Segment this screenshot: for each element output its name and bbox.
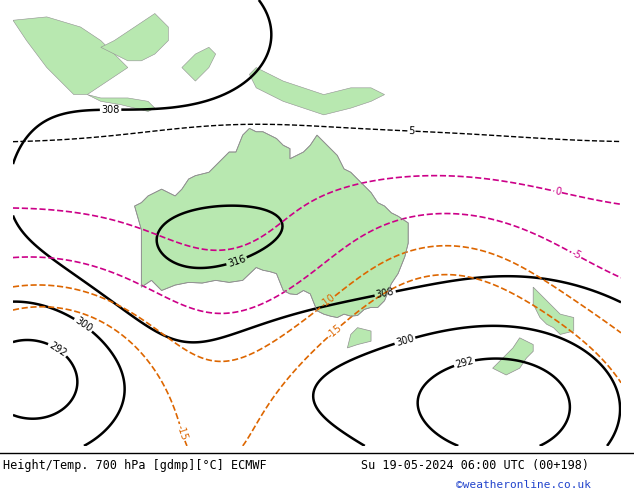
Text: 292: 292 (454, 355, 475, 370)
Text: 0: 0 (554, 186, 562, 197)
Polygon shape (182, 48, 216, 81)
Text: 5: 5 (408, 126, 415, 136)
Polygon shape (13, 17, 128, 95)
Text: ©weatheronline.co.uk: ©weatheronline.co.uk (456, 480, 592, 490)
Text: 300: 300 (73, 316, 94, 334)
Text: 308: 308 (101, 104, 120, 115)
Polygon shape (493, 338, 533, 375)
Polygon shape (134, 128, 408, 318)
Text: 292: 292 (47, 340, 68, 359)
Polygon shape (533, 287, 574, 335)
Text: 316: 316 (226, 253, 247, 269)
Text: -10: -10 (319, 293, 337, 310)
Polygon shape (347, 328, 371, 348)
Polygon shape (87, 95, 155, 112)
Text: Su 19-05-2024 06:00 UTC (00+198): Su 19-05-2024 06:00 UTC (00+198) (361, 459, 590, 472)
Text: -5: -5 (570, 248, 583, 262)
Polygon shape (249, 68, 385, 115)
Polygon shape (101, 14, 169, 61)
Text: -15: -15 (325, 322, 344, 341)
Text: Height/Temp. 700 hPa [gdmp][°C] ECMWF: Height/Temp. 700 hPa [gdmp][°C] ECMWF (3, 459, 267, 472)
Text: -15: -15 (175, 423, 190, 441)
Text: 308: 308 (375, 287, 395, 300)
Text: 300: 300 (395, 333, 415, 348)
